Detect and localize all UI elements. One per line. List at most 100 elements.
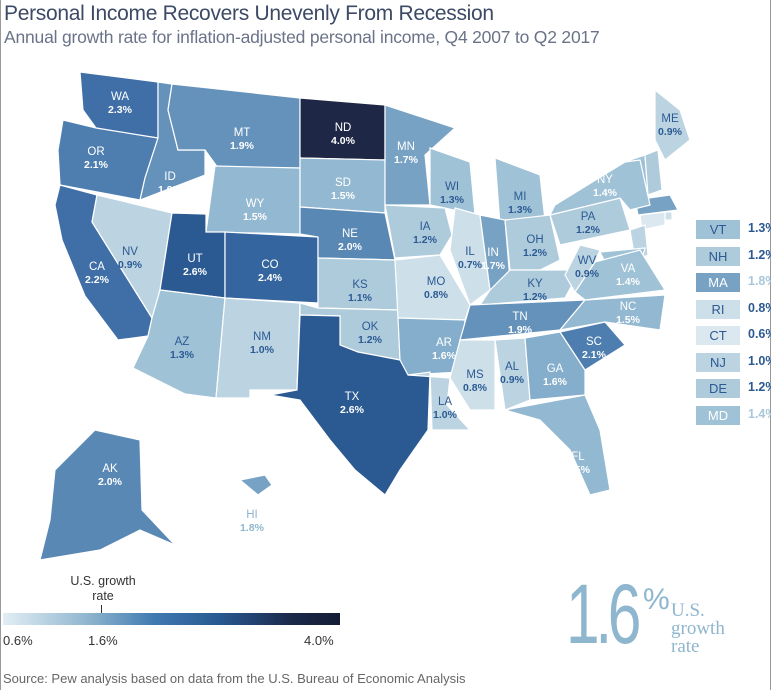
state-label-ca: CA xyxy=(89,261,105,273)
state-value-tx: 2.6% xyxy=(340,404,365,416)
state-label-ny: NY xyxy=(597,174,613,186)
ne-legend-value-md: 1.4% xyxy=(748,406,771,421)
scale-mid-label: 1.6% xyxy=(88,633,118,648)
state-value-wv: 0.9% xyxy=(575,268,600,280)
state-label-in: IN xyxy=(487,247,499,259)
us-rate-caption: U.S. growth rate xyxy=(671,600,725,657)
state-value-wa: 2.3% xyxy=(108,104,133,116)
state-label-mn: MN xyxy=(397,141,415,153)
scale-max-label: 4.0% xyxy=(304,633,334,648)
state-ia xyxy=(384,204,453,259)
state-value-id: 1.9% xyxy=(158,184,183,196)
state-label-az: AZ xyxy=(175,336,190,348)
marker-label-line2: rate xyxy=(92,589,114,603)
state-label-sd: SD xyxy=(335,177,351,189)
state-value-va: 1.4% xyxy=(616,276,641,288)
state-value-ga: 1.6% xyxy=(543,376,568,388)
state-label-ks: KS xyxy=(352,279,368,291)
state-label-nm: NM xyxy=(253,331,271,343)
state-nc xyxy=(558,294,666,331)
state-value-nc: 1.5% xyxy=(616,314,641,326)
state-value-fl: 1.5% xyxy=(566,464,591,476)
state-label-nc: NC xyxy=(620,301,637,313)
marker-label-line1: U.S. growth xyxy=(70,574,136,588)
caption-line2: growth xyxy=(671,618,725,639)
state-label-ne: NE xyxy=(342,228,358,240)
state-label-ga: GA xyxy=(547,363,564,375)
state-label-mi: MI xyxy=(514,191,527,203)
state-ny xyxy=(548,159,651,216)
state-label-va: VA xyxy=(621,263,636,275)
state-value-mo: 0.8% xyxy=(424,289,449,301)
state-value-ky: 1.2% xyxy=(523,291,548,303)
state-value-nv: 0.9% xyxy=(118,259,143,271)
state-value-ne: 2.0% xyxy=(338,241,363,253)
state-value-ks: 1.1% xyxy=(348,292,373,304)
ne-legend-state-nh: NH xyxy=(696,246,740,266)
state-value-nd: 4.0% xyxy=(331,135,356,147)
state-label-wv: WV xyxy=(578,255,597,267)
ne-legend-state-md: MD xyxy=(696,405,740,425)
ne-legend-state-vt: VT xyxy=(696,220,740,239)
state-value-wy: 1.5% xyxy=(243,211,268,223)
state-label-id: ID xyxy=(164,171,176,183)
state-label-co: CO xyxy=(261,259,278,271)
state-value-co: 2.4% xyxy=(258,272,283,284)
ne-legend-value-nh: 1.2% xyxy=(748,247,771,262)
ne-legend-state-de: DE xyxy=(696,379,740,398)
state-nh xyxy=(644,149,663,196)
state-label-ak: AK xyxy=(102,463,118,475)
state-label-nv: NV xyxy=(122,246,138,258)
state-value-ar: 1.6% xyxy=(432,350,457,362)
scale-min-label: 0.6% xyxy=(3,633,33,648)
state-value-oh: 1.2% xyxy=(523,247,548,259)
state-ms xyxy=(449,339,496,411)
us-rate-marker-label: U.S. growth rate xyxy=(70,574,136,604)
color-scale-bar xyxy=(3,613,340,625)
caption-line3: rate xyxy=(671,636,700,657)
state-value-ok: 1.2% xyxy=(358,334,383,346)
state-value-or: 2.1% xyxy=(84,159,109,171)
ne-legend-state-ma: MA xyxy=(696,273,740,292)
state-label-ok: OK xyxy=(362,321,379,333)
state-label-me: ME xyxy=(661,113,679,125)
state-label-la: LA xyxy=(438,396,452,408)
state-value-ms: 0.8% xyxy=(463,382,488,394)
source-note: Source: Pew analysis based on data from … xyxy=(3,671,466,686)
state-label-tx: TX xyxy=(345,391,360,403)
state-label-fl: FL xyxy=(571,451,585,463)
state-value-ia: 1.2% xyxy=(413,234,438,246)
ne-legend-state-nj: NJ xyxy=(696,352,740,372)
us-rate-big-number: 1.6 xyxy=(566,567,641,661)
state-value-mi: 1.3% xyxy=(508,204,533,216)
state-value-pa: 1.2% xyxy=(576,224,601,236)
state-label-wi: WI xyxy=(445,181,459,193)
ne-legend-value-ma: 1.8% xyxy=(748,274,771,288)
state-label-or: OR xyxy=(87,146,104,158)
state-value-sc: 2.1% xyxy=(582,349,607,361)
state-value-hi: 1.8% xyxy=(240,522,265,534)
state-ar xyxy=(397,317,466,376)
state-ak xyxy=(39,429,176,561)
state-value-tn: 1.9% xyxy=(508,324,533,336)
state-value-ca: 2.2% xyxy=(85,274,110,286)
state-label-oh: OH xyxy=(526,234,543,246)
state-tx xyxy=(269,314,431,496)
ne-legend-value-ct: 0.6% xyxy=(748,327,771,341)
state-label-mt: MT xyxy=(234,127,251,139)
caption-line1: U.S. xyxy=(671,600,705,621)
state-value-ak: 2.0% xyxy=(98,476,123,488)
state-value-ut: 2.6% xyxy=(183,266,208,278)
chart-title: Personal Income Recovers Unevenly From R… xyxy=(4,2,494,25)
state-label-ar: AR xyxy=(436,337,452,349)
ne-legend-value-vt: 1.3% xyxy=(748,221,771,235)
state-label-hi: HI xyxy=(246,509,258,521)
state-label-ky: KY xyxy=(527,278,543,290)
state-value-al: 0.9% xyxy=(500,374,525,386)
state-label-nd: ND xyxy=(335,122,352,134)
state-value-mt: 1.9% xyxy=(230,140,255,152)
state-label-pa: PA xyxy=(581,211,596,223)
ne-legend-state-ri: RI xyxy=(696,299,740,319)
state-label-mo: MO xyxy=(427,276,446,288)
state-value-la: 1.0% xyxy=(433,409,458,421)
